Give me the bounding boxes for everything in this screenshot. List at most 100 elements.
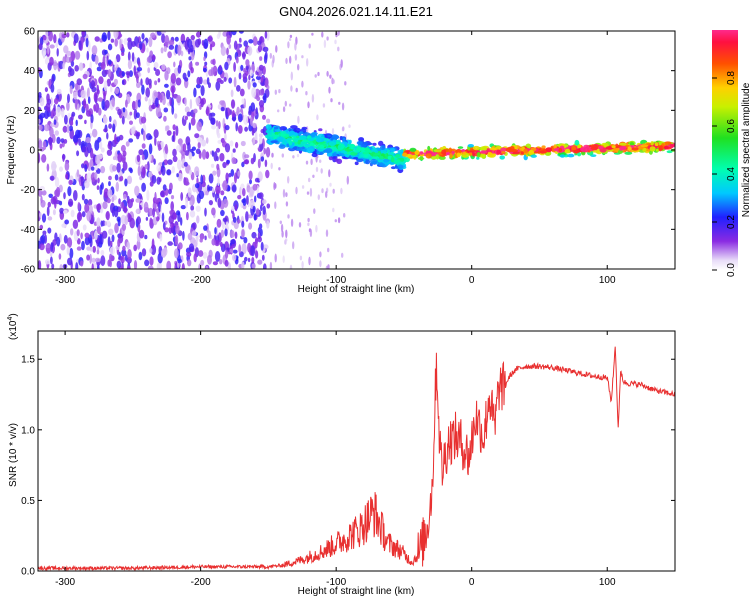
heatmap-cell <box>248 39 254 44</box>
heatmap-cell <box>251 231 257 239</box>
heatmap-cell <box>144 259 150 267</box>
heatmap-cell <box>129 168 133 174</box>
heatmap-cell <box>94 171 98 180</box>
heatmap-cell <box>107 31 111 41</box>
heatmap-cell <box>262 199 267 205</box>
heatmap-cell <box>113 31 119 39</box>
heatmap-cell <box>605 146 614 150</box>
heatmap-cell <box>301 185 305 189</box>
heatmap-cell <box>156 207 159 216</box>
heatmap-cell <box>153 158 156 165</box>
heatmap-cell <box>288 38 292 41</box>
heatmap-cell <box>242 197 247 206</box>
heatmap-cell <box>353 156 359 160</box>
heatmap-cell <box>53 59 58 71</box>
heatmap-cell <box>564 148 571 154</box>
heatmap-cell <box>91 45 98 56</box>
heatmap-cell <box>175 224 180 235</box>
heatmap-cell <box>146 56 152 63</box>
heatmap-cell <box>257 158 261 169</box>
heatmap-cell <box>264 31 268 39</box>
heatmap-cell <box>50 122 55 128</box>
heatmap-cell <box>159 233 163 242</box>
heatmap-cell <box>371 151 375 155</box>
heatmap-cell <box>201 149 207 160</box>
heatmap-cell <box>314 74 317 78</box>
heatmap-cell <box>285 229 288 239</box>
heatmap-cell <box>205 137 209 144</box>
heatmap-cell <box>125 99 128 108</box>
heatmap-cell <box>58 253 62 260</box>
heatmap-cell <box>145 216 149 221</box>
heatmap-cell <box>201 139 207 147</box>
heatmap-cell <box>273 134 280 138</box>
heatmap-cell <box>539 150 546 154</box>
heatmap-cell <box>253 213 257 221</box>
heatmap-cell <box>390 156 395 163</box>
heatmap-cell <box>80 89 86 99</box>
heatmap-cell <box>229 140 234 147</box>
heatmap-cell <box>81 240 85 251</box>
heatmap-cell <box>553 144 557 150</box>
heatmap-cell <box>142 166 146 176</box>
heatmap-cell <box>133 65 136 76</box>
heatmap-cell <box>169 210 173 215</box>
heatmap-cell <box>76 103 80 111</box>
heatmap-cell <box>162 184 167 191</box>
heatmap-cell <box>328 141 336 146</box>
heatmap-cell <box>230 169 235 177</box>
heatmap-cell <box>141 33 145 40</box>
heatmap-cell <box>111 234 115 243</box>
heatmap-cell <box>114 87 120 95</box>
heatmap-cell <box>265 147 271 158</box>
snr-multiplier: (x104) <box>7 313 19 340</box>
snr-ticks: -300 -200 -100 0 100 0.0 0.5 1.0 1.5 <box>21 331 675 588</box>
heatmap-cell <box>199 233 205 240</box>
heatmap-cell <box>141 182 147 192</box>
heatmap-cell <box>258 133 263 138</box>
heatmap-cell <box>237 113 243 123</box>
heatmap-cell <box>203 225 208 231</box>
heatmap-cell <box>190 205 195 211</box>
heatmap-cell <box>80 260 84 267</box>
heatmap-cell <box>106 132 109 140</box>
heatmap-cell <box>219 241 223 248</box>
heatmap-cell <box>256 40 262 46</box>
heatmap-cell <box>237 219 241 224</box>
heatmap-cell <box>176 173 179 178</box>
heatmap-cell <box>110 202 115 214</box>
heatmap-cell <box>173 61 176 68</box>
heatmap-cell <box>103 188 109 199</box>
heatmap-cell <box>224 228 228 237</box>
heatmap-cell <box>50 110 54 118</box>
heatmap-cell <box>344 148 353 152</box>
heatmap-cell <box>46 163 50 172</box>
heatmap-cell <box>85 137 91 144</box>
heatmap-cell <box>260 228 263 237</box>
heatmap-cell <box>171 166 175 174</box>
heatmap-cell <box>131 52 135 62</box>
heatmap-cell <box>100 182 104 190</box>
heatmap-cell <box>202 252 208 259</box>
heatmap-cell <box>252 122 257 129</box>
heatmap-cell <box>114 38 118 47</box>
heatmap-cell <box>115 181 120 192</box>
heatmap-cell <box>319 144 325 149</box>
heatmap-cell <box>100 61 106 70</box>
heatmap-cell <box>42 230 47 235</box>
heatmap-cell <box>427 145 431 151</box>
heatmap-cell <box>301 261 304 269</box>
heatmap-cell <box>289 103 292 107</box>
heatmap-cell <box>135 112 140 119</box>
heatmap-cell <box>212 65 218 77</box>
spectrogram-x-tick-label: 100 <box>599 275 616 286</box>
heatmap-cell <box>319 159 322 163</box>
heatmap-cell <box>299 255 303 261</box>
heatmap-cell <box>265 124 272 130</box>
heatmap-cell <box>81 145 87 153</box>
heatmap-cell <box>246 195 249 205</box>
heatmap-cell <box>38 118 41 124</box>
heatmap-cell <box>224 61 229 71</box>
heatmap-cell <box>320 168 323 174</box>
heatmap-cell <box>39 224 44 230</box>
